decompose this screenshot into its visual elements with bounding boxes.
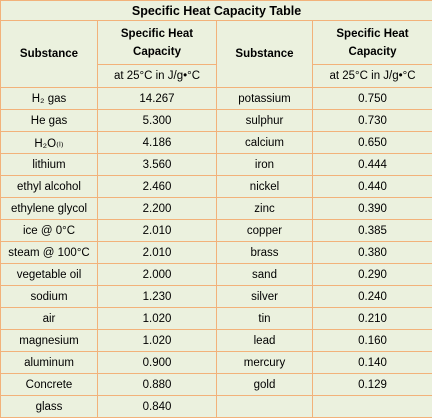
substance-cell: mercury — [217, 352, 313, 374]
capacity-cell: 2.460 — [98, 176, 217, 198]
substance-cell: silver — [217, 286, 313, 308]
substance-cell: ethyl alcohol — [1, 176, 98, 198]
capacity-cell: 2.000 — [98, 264, 217, 286]
capacity-cell: 0.750 — [313, 88, 432, 110]
capacity-cell: 1.230 — [98, 286, 217, 308]
capacity-cell: 0.210 — [313, 308, 432, 330]
substance-cell: potassium — [217, 88, 313, 110]
capacity-cell: 0.840 — [98, 396, 217, 418]
column-header: Substance — [217, 21, 313, 88]
substance-cell: nickel — [217, 176, 313, 198]
capacity-cell: 0.440 — [313, 176, 432, 198]
substance-cell: iron — [217, 154, 313, 176]
capacity-cell: 5.300 — [98, 110, 217, 132]
substance-cell: air — [1, 308, 98, 330]
capacity-cell: 1.020 — [98, 308, 217, 330]
capacity-cell: 14.267 — [98, 88, 217, 110]
substance-cell: ethylene glycol — [1, 198, 98, 220]
substance-cell: magnesium — [1, 330, 98, 352]
table-title: Specific Heat Capacity Table — [1, 1, 432, 21]
substance-cell: calcium — [217, 132, 313, 154]
capacity-cell: 0.140 — [313, 352, 432, 374]
capacity-cell: 0.380 — [313, 242, 432, 264]
substance-cell: ice @ 0°C — [1, 220, 98, 242]
capacity-cell: 0.444 — [313, 154, 432, 176]
substance-cell: lead — [217, 330, 313, 352]
capacity-cell: 2.010 — [98, 242, 217, 264]
column-header: Specific Heat Capacity — [98, 21, 217, 65]
substance-cell: sulphur — [217, 110, 313, 132]
substance-cell: vegetable oil — [1, 264, 98, 286]
capacity-cell: 0.290 — [313, 264, 432, 286]
column-header: Specific Heat Capacity — [313, 21, 432, 65]
units-header: at 25°C in J/g•°C — [313, 65, 432, 88]
substance-cell: He gas — [1, 110, 98, 132]
substance-cell: zinc — [217, 198, 313, 220]
substance-cell: steam @ 100°C — [1, 242, 98, 264]
substance-cell: aluminum — [1, 352, 98, 374]
substance-cell: sand — [217, 264, 313, 286]
column-header: Substance — [1, 21, 98, 88]
capacity-cell: 2.010 — [98, 220, 217, 242]
substance-cell: gold — [217, 374, 313, 396]
substance-cell: H₂ gas — [1, 88, 98, 110]
capacity-cell: 4.186 — [98, 132, 217, 154]
substance-cell: sodium — [1, 286, 98, 308]
substance-cell: Concrete — [1, 374, 98, 396]
units-header: at 25°C in J/g•°C — [98, 65, 217, 88]
capacity-cell: 0.385 — [313, 220, 432, 242]
capacity-cell: 0.900 — [98, 352, 217, 374]
capacity-cell: 0.390 — [313, 198, 432, 220]
substance-cell: lithium — [1, 154, 98, 176]
capacity-cell: 0.240 — [313, 286, 432, 308]
capacity-cell: 2.200 — [98, 198, 217, 220]
capacity-cell: 0.730 — [313, 110, 432, 132]
capacity-cell: 0.650 — [313, 132, 432, 154]
substance-cell: glass — [1, 396, 98, 418]
capacity-cell: 1.020 — [98, 330, 217, 352]
substance-cell: brass — [217, 242, 313, 264]
capacity-cell: 0.129 — [313, 374, 432, 396]
capacity-cell — [313, 396, 432, 418]
substance-cell: tin — [217, 308, 313, 330]
substance-cell: copper — [217, 220, 313, 242]
capacity-cell: 0.160 — [313, 330, 432, 352]
substance-cell: H₂O₍ₗ₎ — [1, 132, 98, 154]
capacity-cell: 0.880 — [98, 374, 217, 396]
capacity-cell: 3.560 — [98, 154, 217, 176]
substance-cell — [217, 396, 313, 418]
